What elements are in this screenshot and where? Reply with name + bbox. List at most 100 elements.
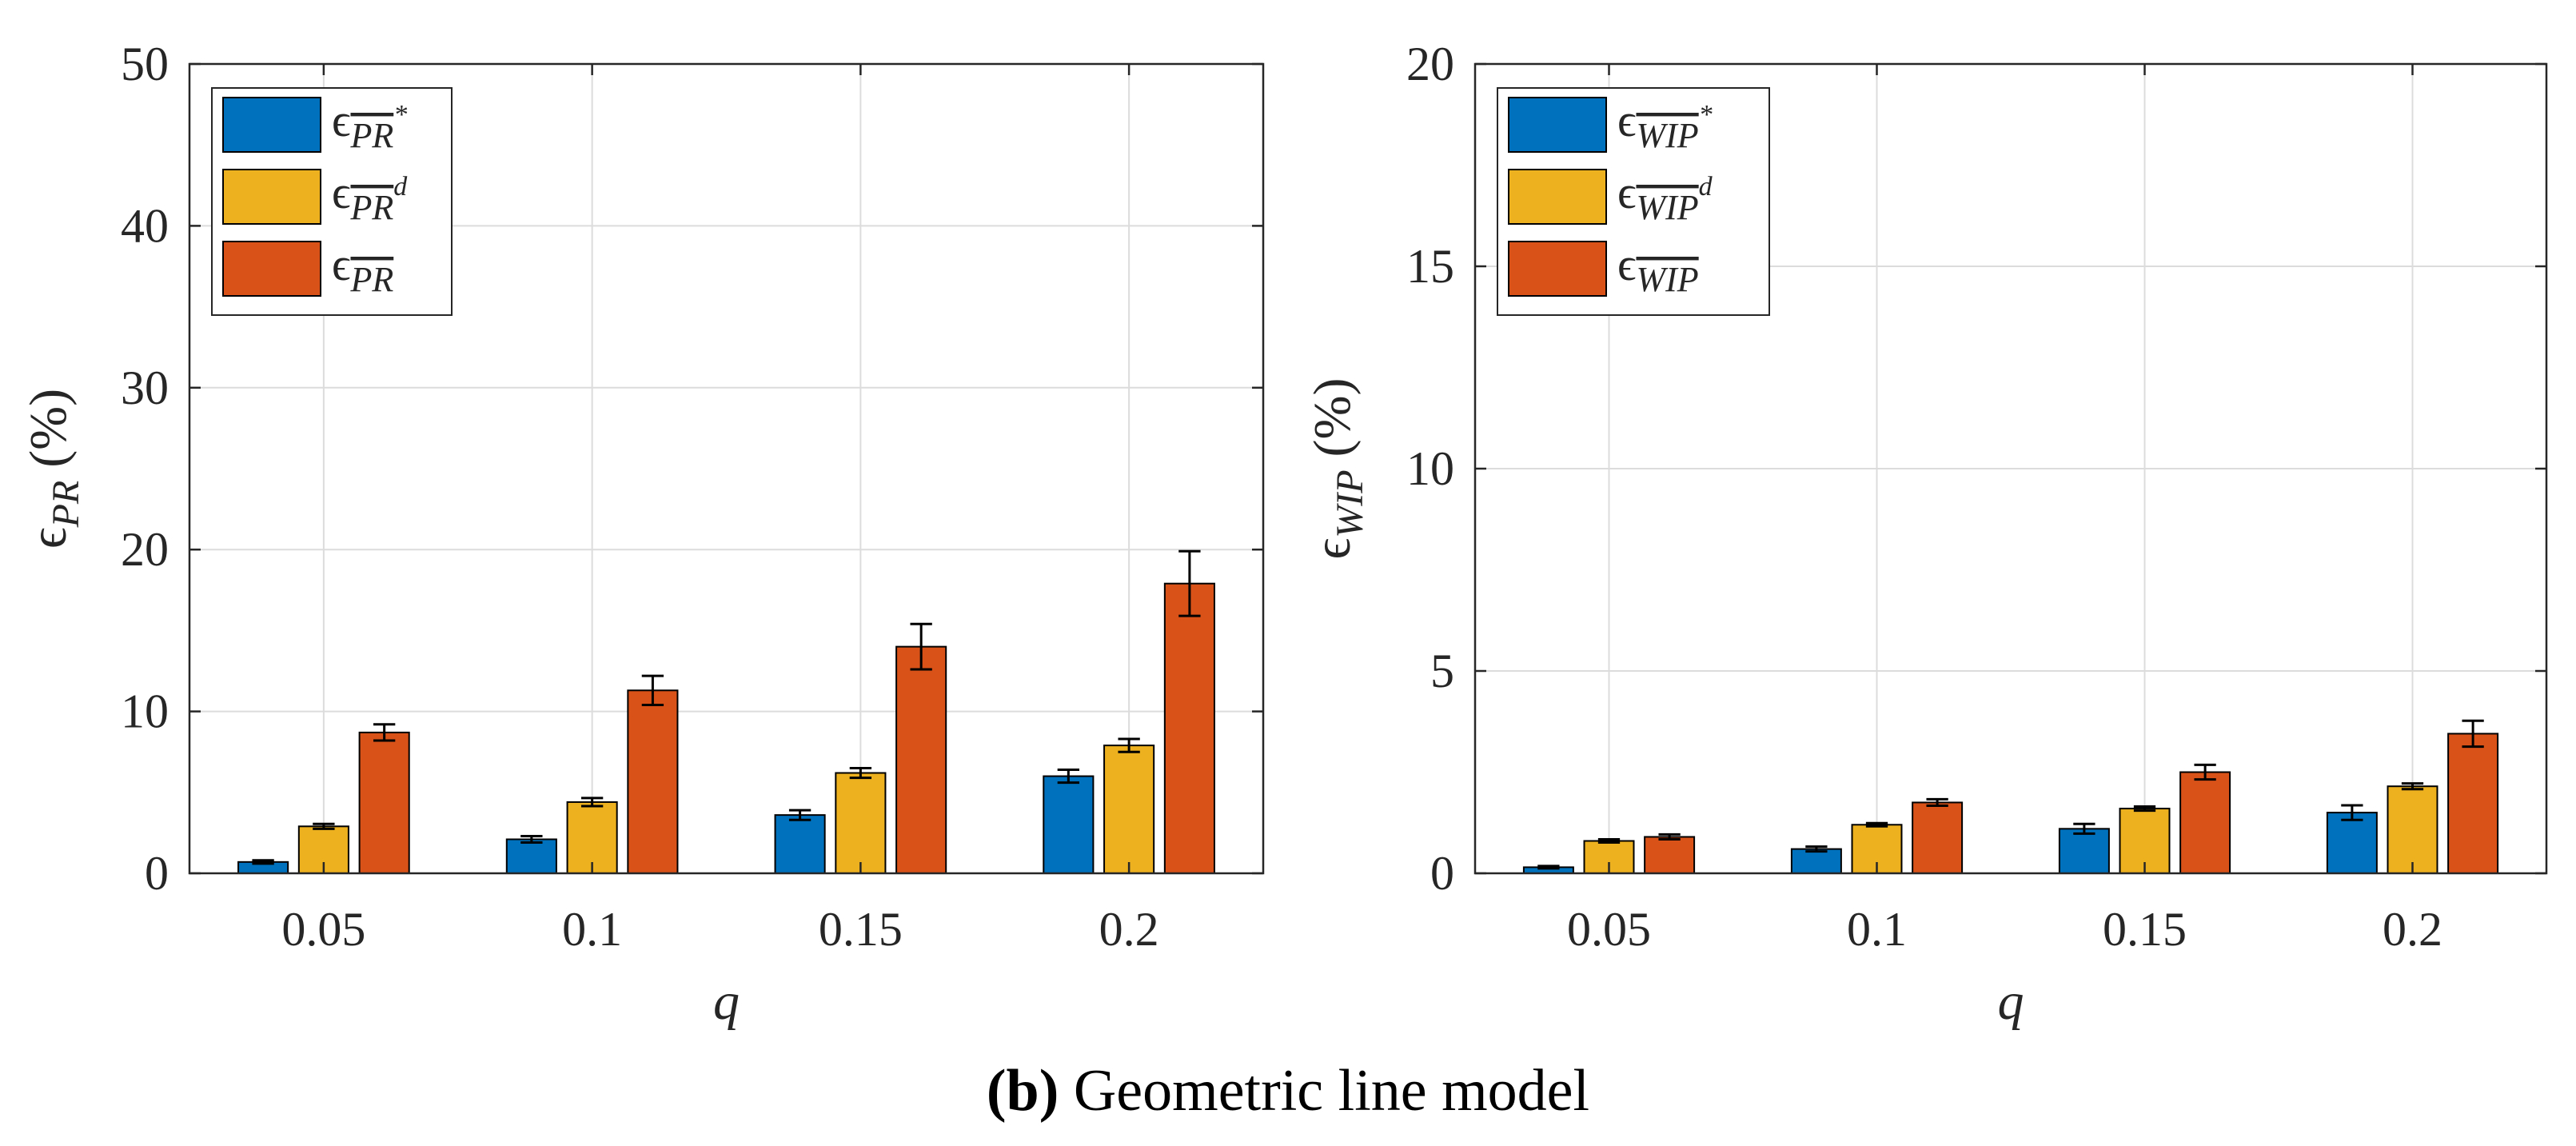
y-tick-label: 0 [145,847,169,900]
y-tick-label: 50 [121,38,169,90]
error-bar [2462,719,2484,749]
x-axis-label: q [713,972,740,1031]
legend-swatch [222,241,321,297]
legend-swatch [1508,241,1607,297]
error-bar [1926,797,1948,807]
bar [2387,785,2438,875]
legend-label-superscript: * [1699,100,1713,130]
y-axis-label-unit: (%) [1303,378,1362,457]
bar [895,645,947,874]
error-bar [849,766,872,780]
legend-label-superscript: d [1699,172,1713,202]
y-tick-label: 20 [121,523,169,576]
y-tick-label: 0 [1430,847,1454,900]
legend-label-superscript: * [393,100,407,130]
legend-label-subscript: PR [349,188,393,227]
bar [1103,745,1155,874]
error-bar [1057,768,1080,785]
y-tick-label: 20 [1406,38,1454,90]
x-tick-label: 0.1 [562,903,622,956]
legend-label: ϵWIP* [1617,94,1713,155]
error-bar [313,822,335,830]
legend-swatch [222,169,321,225]
y-axis-label-symbol: ϵ [19,527,78,549]
error-bar [373,723,396,742]
error-bar [1597,837,1621,845]
bar [2326,812,2378,874]
y-axis-label-subscript: WIP [1329,469,1371,537]
legend-label-symbol: ϵ [332,238,350,290]
error-bar [252,859,274,865]
bar [1163,582,1215,874]
error-bar [910,622,932,671]
error-bar [2401,782,2424,791]
error-bar [580,797,604,808]
legend-label-symbol: ϵ [1617,94,1636,146]
y-tick-label: 40 [121,199,169,252]
error-bar [2133,805,2156,813]
bar [774,814,826,874]
axes-box [188,62,1265,875]
x-axis-label: q [1998,972,2024,1031]
bar [2447,733,2499,874]
y-axis-label-subscript: PR [45,481,87,529]
legend-label-subscript: WIP [1636,188,1698,227]
legend-label-symbol: ϵ [332,94,350,146]
bar [2179,771,2231,874]
bar [835,772,887,875]
y-axis-label-unit: (%) [19,389,78,468]
error-bar [2194,763,2216,781]
error-bar [788,809,811,821]
y-tick-label: 10 [1406,442,1454,495]
legend-swatch [222,97,321,153]
y-tick-label: 10 [121,685,169,738]
legend-label-subscript: WIP [1636,260,1698,299]
error-bar [2341,804,2363,821]
bar [2058,828,2110,874]
error-bar [1658,833,1681,841]
y-axis-label: ϵWIP (%) [1303,378,1371,560]
x-tick-label: 0.15 [819,903,903,956]
legend-label: ϵWIPd [1617,166,1713,227]
y-axis-label-symbol: ϵ [1303,538,1362,560]
legend-label-symbol: ϵ [332,166,350,218]
x-tick-label: 0.2 [1099,903,1159,956]
legend-label: ϵPRd [332,166,408,227]
x-tick-label: 0.05 [1567,903,1651,956]
x-tick-label: 0.1 [1847,903,1907,956]
error-bar [1805,845,1828,853]
y-tick-label: 30 [121,361,169,414]
legend-label-subscript: WIP [1636,116,1698,155]
error-bar [641,674,664,707]
bar [1043,775,1095,874]
error-bar [1537,864,1560,870]
bar [627,689,679,875]
x-tick-label: 0.2 [2383,903,2442,956]
legend-label: ϵPR* [332,94,407,155]
legend-label-subscript: PR [349,116,393,155]
legend-swatch [1508,169,1607,225]
legend-label-superscript: d [393,172,408,202]
error-bar [1178,549,1201,617]
figure-caption: (b) Geometric line model [987,1058,1589,1124]
error-bar [520,834,543,845]
caption-text: Geometric line model [1059,1058,1589,1124]
bar [1790,848,1842,875]
bar [1912,801,1964,875]
caption-label: (b) [987,1058,1059,1124]
y-tick-label: 15 [1406,240,1454,293]
y-axis-label: ϵPR (%) [19,389,87,549]
y-tick-label: 5 [1430,645,1454,697]
legend-label: ϵWIP [1617,238,1699,299]
x-tick-label: 0.15 [2103,903,2187,956]
legend-label-symbol: ϵ [1617,166,1636,218]
bar [358,731,410,874]
bar [1644,836,1696,874]
error-bar [2073,822,2095,835]
x-tick-label: 0.05 [281,903,365,956]
